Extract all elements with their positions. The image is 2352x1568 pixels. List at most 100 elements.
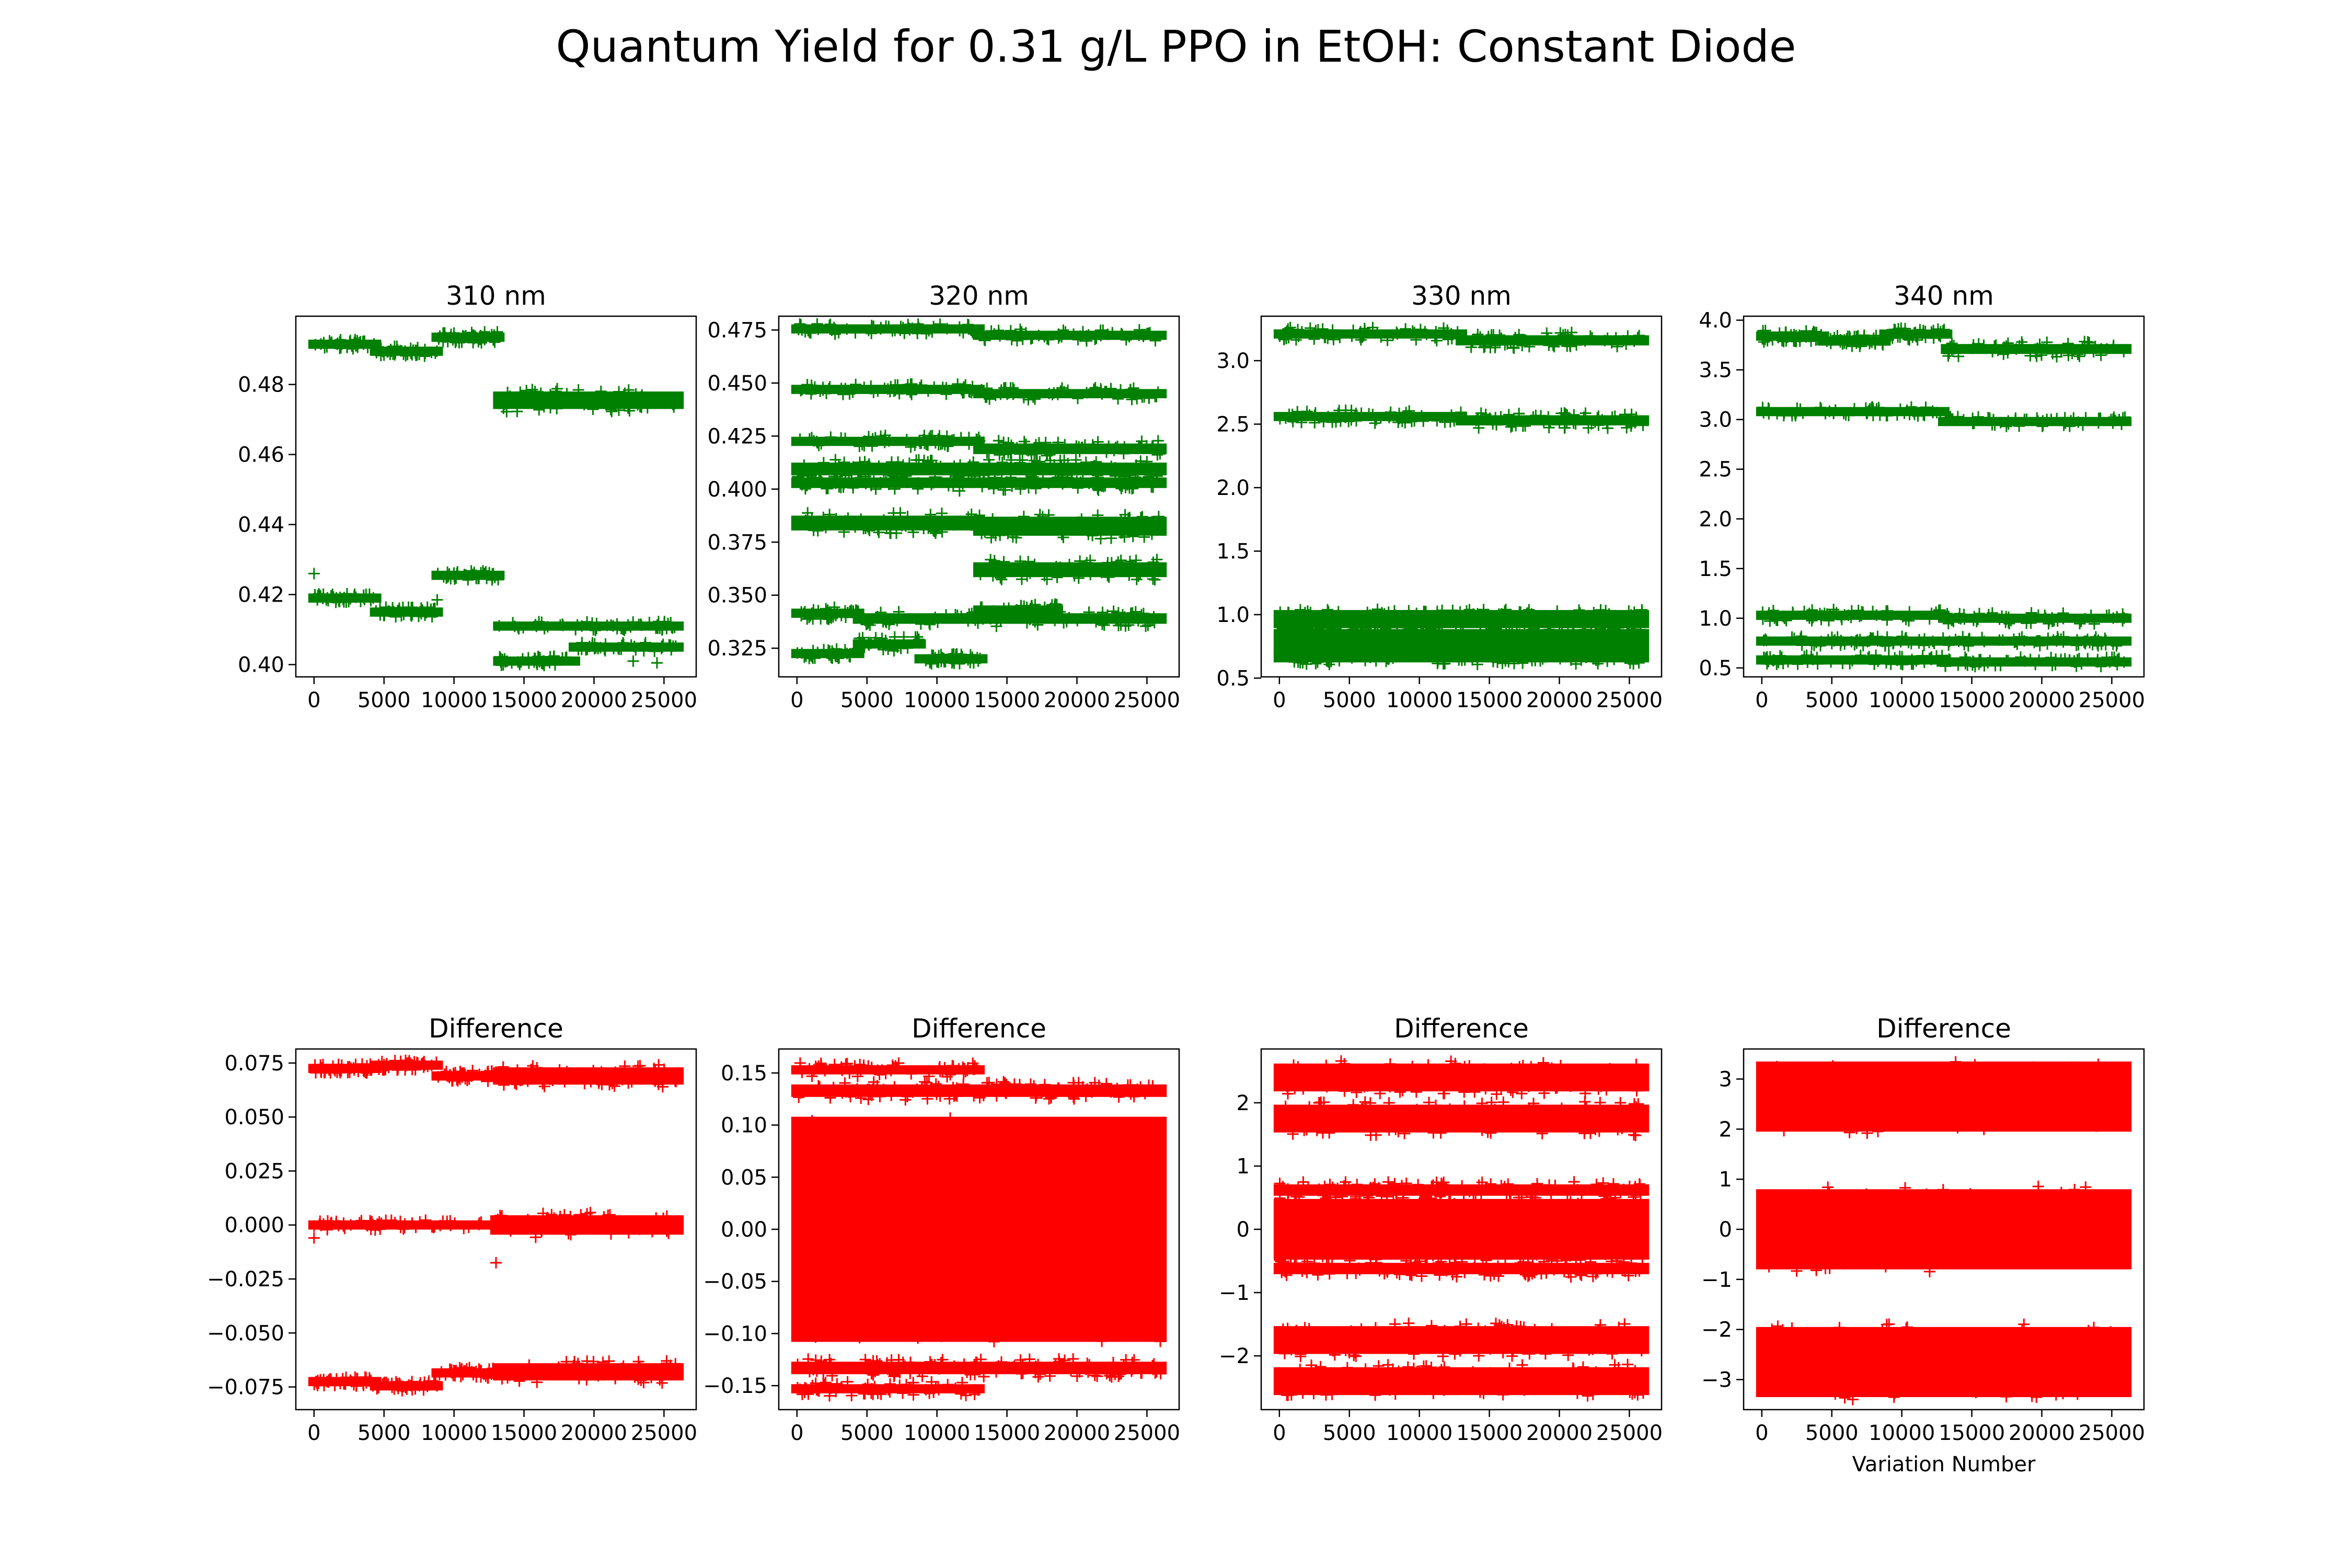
x-tick-label: 10000 [421, 1421, 487, 1445]
y-tick-label: 3.0 [1699, 408, 1732, 432]
x-tick-label: 15000 [974, 1421, 1040, 1445]
marker-band-5 [308, 1214, 502, 1236]
y-tick-label: 0.15 [721, 1062, 767, 1086]
y-tick-label: 2.0 [1699, 508, 1732, 532]
x-tick-label: 0 [1755, 688, 1768, 712]
x-tick-label: 10000 [1869, 1421, 1935, 1445]
y-tick-label: 1.0 [1216, 603, 1250, 627]
marker-band-8 [370, 1375, 443, 1397]
marker-band-4 [973, 382, 1167, 406]
x-tick-label: 20000 [561, 1421, 627, 1445]
x-tick-label: 20000 [561, 688, 627, 712]
marker-band-3 [791, 1112, 1167, 1347]
y-tick-label: 1.5 [1216, 539, 1250, 563]
x-tick-label: 0 [1273, 688, 1286, 712]
y-tick-label: 4.0 [1699, 309, 1732, 333]
outlier-point-4 [651, 657, 663, 669]
y-tick-label: −2 [1219, 1344, 1250, 1368]
axes-frame [778, 315, 1180, 678]
axes-frame [1260, 315, 1663, 678]
y-tick-label: 3 [1719, 1068, 1732, 1092]
data-markers [791, 1057, 1167, 1402]
y-tick-label: 0.325 [707, 637, 767, 661]
marker-band-7 [308, 1371, 382, 1392]
marker-band-2 [791, 1076, 1167, 1106]
x-tick-label: 0 [1273, 1421, 1286, 1445]
x-tick-label: 15000 [1456, 688, 1523, 712]
marker-band-7 [1273, 1358, 1650, 1402]
x-tick-label: 25000 [631, 1421, 697, 1445]
outlier-point-2 [431, 594, 443, 606]
marker-band-6 [1938, 411, 2132, 432]
outlier-point-3 [627, 655, 639, 667]
x-tick-label: 0 [307, 1421, 320, 1445]
y-tick-label: 0.000 [224, 1214, 284, 1238]
x-tick-label: 20000 [1526, 1421, 1593, 1445]
marker-band-2 [1817, 329, 1891, 352]
x-tick-label: 25000 [2079, 1421, 2145, 1445]
x-tick-label: 20000 [1044, 1421, 1110, 1445]
y-tick-label: 0.00 [721, 1218, 767, 1242]
y-tick-label: −2 [1701, 1318, 1732, 1342]
marker-band-5 [308, 588, 382, 608]
marker-band-10 [1273, 645, 1650, 671]
subplot-4: 340 nm 0 5000 10000 15000 20000 25000 0.5 1.0 1.5… [1699, 281, 2145, 712]
y-tick-label: 0.400 [707, 478, 767, 502]
marker-band-4 [1273, 1191, 1650, 1269]
x-tick-label: 10000 [1386, 688, 1452, 712]
y-tick-label: 0.450 [707, 372, 767, 396]
y-tick-label: 0.10 [721, 1114, 767, 1138]
marker-band-8 [493, 616, 684, 637]
marker-band-2 [370, 1054, 443, 1076]
marker-band-12 [791, 601, 864, 625]
marker-band-1 [1756, 325, 1829, 348]
y-tick-label: 0 [1237, 1218, 1250, 1242]
marker-band-5 [1756, 401, 1950, 422]
y-tick-label: 2 [1719, 1117, 1732, 1142]
marker-band-4 [1456, 407, 1650, 434]
y-tick-label: 0.5 [1699, 656, 1732, 681]
data-markers [1756, 322, 2132, 673]
y-tick-label: −0.15 [703, 1374, 767, 1398]
y-tick-label: 0.5 [1216, 666, 1250, 690]
y-tick-label: 0.050 [224, 1105, 284, 1129]
subplot-3: 330 nm 0 5000 10000 15000 20000 25000 0.5 1.0 1.5… [1216, 281, 1663, 712]
marker-band-10 [493, 1355, 684, 1389]
marker-band-9 [1756, 630, 2132, 652]
x-tick-label: 15000 [974, 688, 1040, 712]
x-axis-label: Variation Number [1852, 1452, 2036, 1477]
x-tick-label: 5000 [358, 1421, 411, 1445]
marker-band-11 [973, 554, 1167, 586]
marker-band-6 [1273, 1317, 1650, 1363]
x-tick-label: 20000 [1044, 688, 1110, 712]
marker-band-7 [431, 565, 505, 586]
y-tick-label: 0.375 [707, 531, 767, 555]
y-tick-label: −0.050 [207, 1321, 284, 1345]
marker-band-1 [1273, 321, 1467, 347]
x-tick-label: 0 [307, 688, 320, 712]
data-markers [1273, 321, 1650, 671]
x-tick-label: 10000 [904, 688, 970, 712]
marker-band-4 [1941, 336, 2132, 363]
y-tick-label: 0.425 [707, 424, 767, 448]
x-tick-label: 15000 [491, 1421, 557, 1445]
y-tick-label: 1 [1719, 1168, 1732, 1192]
x-tick-label: 0 [1755, 1421, 1768, 1445]
x-tick-label: 25000 [1114, 1421, 1180, 1445]
marker-band-1 [791, 318, 985, 340]
y-tick-label: 0.025 [224, 1159, 284, 1183]
y-tick-label: 3.5 [1699, 359, 1732, 383]
marker-band-4 [791, 1353, 1167, 1383]
x-tick-label: 20000 [2009, 1421, 2075, 1445]
marker-band-3 [1756, 1318, 2132, 1405]
y-tick-label: 1.5 [1699, 557, 1732, 581]
y-tick-label: −0.05 [703, 1270, 767, 1294]
marker-band-9 [431, 1362, 505, 1384]
x-tick-label: 10000 [1386, 1421, 1452, 1445]
marker-band-8 [1938, 607, 2132, 630]
marker-band-7 [791, 454, 1167, 484]
outlier-point-1 [308, 568, 320, 580]
y-tick-label: −0.075 [207, 1376, 284, 1400]
data-markers [308, 1054, 684, 1397]
subplot-title: 320 nm [929, 281, 1029, 311]
